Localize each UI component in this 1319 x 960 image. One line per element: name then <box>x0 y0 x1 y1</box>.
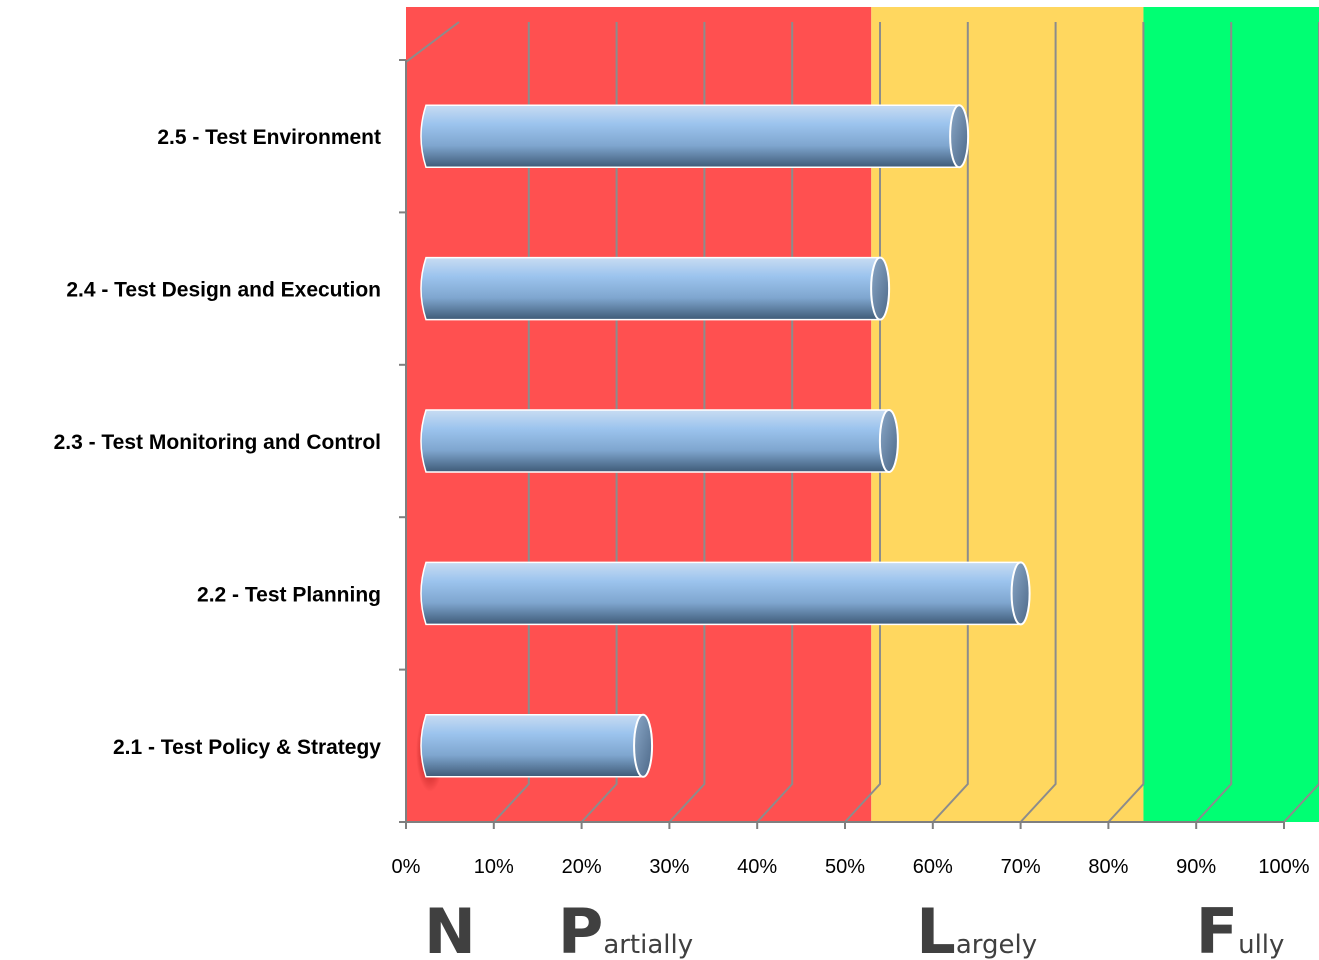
x-tick-label: 90% <box>1176 856 1216 878</box>
gridline <box>1195 22 1233 823</box>
gridline <box>1107 22 1145 823</box>
gridline <box>932 22 969 823</box>
category-label: 2.3 - Test Monitoring and Control <box>54 431 381 454</box>
category-label: 2.1 - Test Policy & Strategy <box>113 736 381 759</box>
bar <box>420 104 970 169</box>
bar <box>420 713 654 778</box>
scale-label: Partially <box>558 895 693 960</box>
bar-end-cap <box>949 104 970 169</box>
x-tick-label: 10% <box>474 856 514 878</box>
bar <box>420 561 1031 626</box>
bar <box>420 409 899 473</box>
scale-label: N <box>424 895 476 960</box>
bar-body <box>420 256 881 321</box>
x-tick-label: 50% <box>825 856 865 878</box>
gridline <box>405 21 460 63</box>
bar-body <box>420 714 644 778</box>
x-tick-label: 100% <box>1258 856 1309 878</box>
x-tick-label: 70% <box>1001 856 1041 878</box>
x-tick-label: 0% <box>392 856 421 878</box>
bar-body <box>420 561 1022 626</box>
gridline <box>1283 22 1319 823</box>
x-tick-label: 30% <box>649 856 689 878</box>
bar-body <box>420 104 960 168</box>
x-tick-label: 20% <box>562 856 602 878</box>
category-label: 2.4 - Test Design and Execution <box>66 279 381 302</box>
scale-label: Largely <box>916 895 1037 960</box>
category-label: 2.5 - Test Environment <box>157 126 381 149</box>
bar-body <box>420 409 890 473</box>
gridline <box>1019 22 1057 823</box>
category-label: 2.2 - Test Planning <box>197 583 381 606</box>
x-tick-label: 40% <box>737 856 777 878</box>
bar-end-cap <box>633 713 654 778</box>
bar-end-cap <box>870 256 891 321</box>
bar-end-cap <box>878 409 899 473</box>
bar-end-cap <box>1010 561 1031 626</box>
x-tick-label: 80% <box>1088 856 1128 878</box>
bar <box>420 256 891 321</box>
x-tick-label: 60% <box>913 856 953 878</box>
scale-label: Fully <box>1196 895 1285 960</box>
